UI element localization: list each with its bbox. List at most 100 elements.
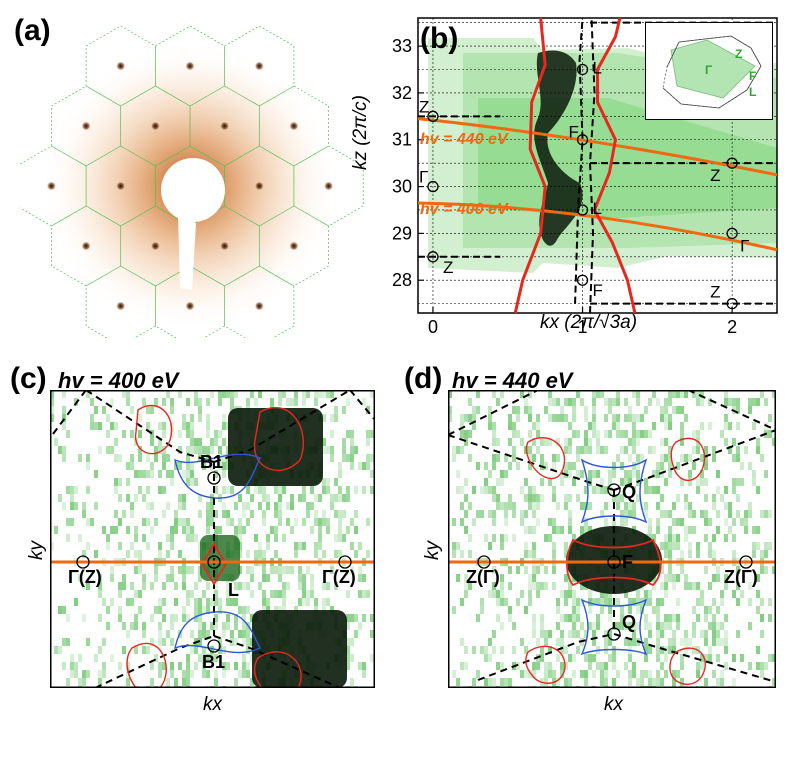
intensity-pixel (130, 622, 134, 630)
intensity-pixel (230, 630, 234, 638)
intensity-pixel (266, 502, 270, 510)
intensity-pixel (532, 566, 536, 574)
intensity-pixel (752, 542, 756, 550)
intensity-pixel (508, 582, 512, 590)
intensity-pixel (572, 462, 576, 470)
intensity-pixel (700, 510, 704, 518)
intensity-pixel (162, 486, 166, 494)
intensity-pixel (294, 550, 298, 558)
intensity-pixel (50, 406, 54, 414)
intensity-pixel (170, 478, 174, 486)
intensity-pixel (178, 390, 182, 398)
intensity-pixel (704, 518, 708, 526)
intensity-pixel (720, 678, 724, 686)
dark-band (534, 50, 583, 246)
intensity-pixel (712, 494, 716, 502)
intensity-pixel (736, 398, 740, 406)
intensity-pixel (536, 414, 540, 422)
intensity-pixel (186, 454, 190, 462)
intensity-pixel (728, 398, 732, 406)
intensity-pixel (572, 598, 576, 606)
intensity-pixel (190, 534, 194, 542)
intensity-pixel (680, 518, 684, 526)
intensity-pixel (302, 494, 306, 502)
intensity-pixel (138, 606, 142, 614)
intensity-pixel (234, 598, 238, 606)
intensity-pixel (712, 638, 716, 646)
intensity-pixel (170, 542, 174, 550)
intensity-pixel (222, 422, 226, 430)
intensity-pixel (226, 518, 230, 526)
intensity-pixel (632, 462, 636, 470)
intensity-pixel (358, 462, 362, 470)
intensity-pixel (194, 662, 198, 670)
intensity-pixel (548, 670, 552, 678)
intensity-pixel (576, 390, 580, 398)
intensity-pixel (604, 630, 608, 638)
intensity-pixel (54, 438, 58, 446)
intensity-pixel (716, 606, 720, 614)
intensity-pixel (544, 638, 548, 646)
intensity-pixel (612, 654, 616, 662)
intensity-pixel (484, 678, 488, 686)
intensity-pixel (190, 590, 194, 598)
intensity-pixel (154, 574, 158, 582)
intensity-pixel (286, 566, 290, 574)
intensity-pixel (504, 678, 508, 686)
intensity-pixel (576, 630, 580, 638)
intensity-pixel (266, 542, 270, 550)
intensity-pixel (354, 510, 358, 518)
intensity-pixel (532, 542, 536, 550)
intensity-pixel (504, 518, 508, 526)
intensity-pixel (350, 678, 354, 686)
intensity-pixel (158, 550, 162, 558)
intensity-pixel (138, 446, 142, 454)
intensity-pixel (612, 462, 616, 470)
intensity-pixel (190, 566, 194, 574)
intensity-pixel (114, 478, 118, 486)
intensity-pixel (712, 534, 716, 542)
intensity-pixel (98, 574, 102, 582)
intensity-pixel (102, 598, 106, 606)
intensity-pixel (560, 590, 564, 598)
intensity-pixel (632, 662, 636, 670)
intensity-pixel (568, 582, 572, 590)
intensity-pixel (66, 534, 70, 542)
intensity-pixel (768, 598, 772, 606)
intensity-pixel (636, 462, 640, 470)
intensity-pixel (294, 518, 298, 526)
intensity-pixel (604, 662, 608, 670)
intensity-pixel (632, 486, 636, 494)
intensity-pixel (90, 398, 94, 406)
intensity-pixel (548, 662, 552, 670)
intensity-pixel (322, 438, 326, 446)
intensity-pixel (756, 486, 760, 494)
intensity-pixel (760, 566, 764, 574)
intensity-pixel (660, 470, 664, 478)
intensity-pixel (290, 566, 294, 574)
intensity-pixel (286, 502, 290, 510)
intensity-pixel (520, 590, 524, 598)
intensity-pixel (182, 470, 186, 478)
intensity-pixel (122, 574, 126, 582)
intensity-pixel (122, 582, 126, 590)
symmetry-point-label: Z (710, 166, 720, 185)
bz-hexagon (224, 265, 295, 338)
intensity-pixel (82, 510, 86, 518)
intensity-pixel (684, 582, 688, 590)
intensity-pixel (520, 486, 524, 494)
intensity-pixel (222, 390, 226, 398)
photon-energy-cuts (417, 117, 778, 252)
intensity-pixel (532, 526, 536, 534)
intensity-pixel (524, 606, 528, 614)
pocket-bottom-right (252, 610, 347, 688)
intensity-pixel (130, 502, 134, 510)
intensity-pixel (556, 414, 560, 422)
intensity-pixel (588, 598, 592, 606)
intensity-pixel (326, 518, 330, 526)
intensity-pixel (760, 550, 764, 558)
intensity-pixel (716, 470, 720, 478)
intensity-pixel (620, 614, 624, 622)
intensity-pixel (464, 582, 468, 590)
diffraction-spots (46, 61, 334, 311)
